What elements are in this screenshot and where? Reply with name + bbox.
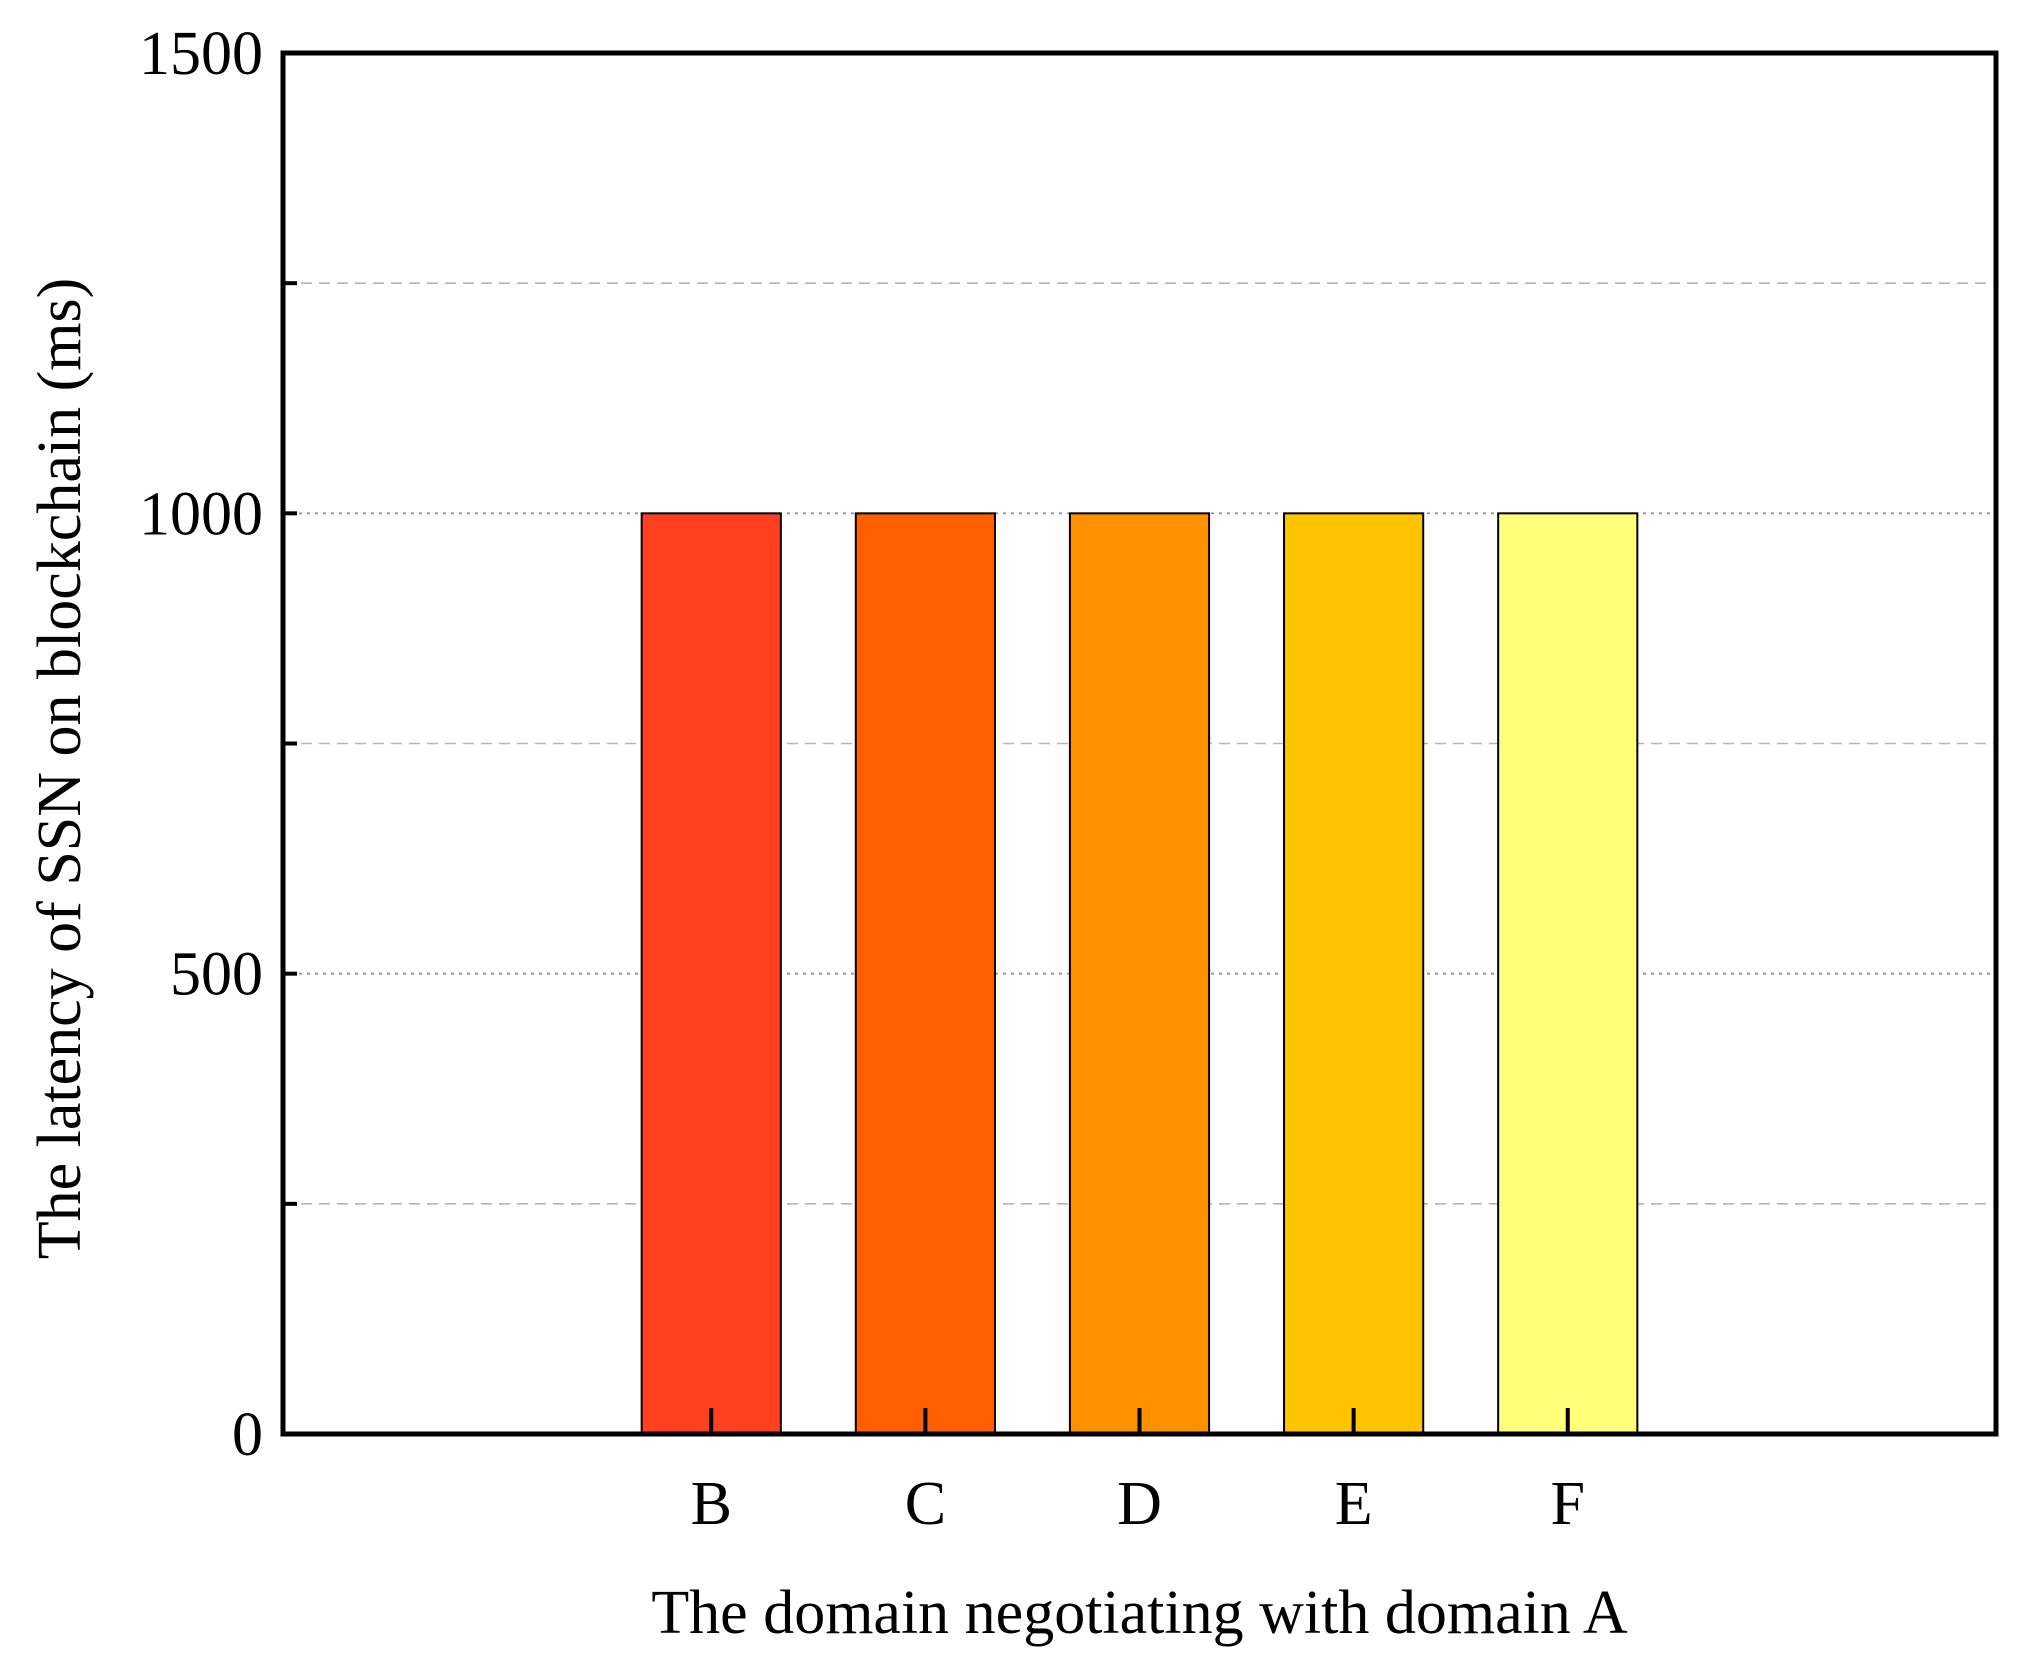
bars [640,512,1639,1435]
bar-f [1497,512,1639,1435]
x-tick-labels: B C D E F [691,1470,1585,1538]
y-tick-label: 0 [232,1401,263,1469]
ticks [283,51,1570,1436]
y-tick-labels: 0 500 1000 1500 [139,20,263,1469]
x-tick-label: D [1117,1470,1162,1538]
y-axis-title: The latency of SSN on blockchain (ms) [26,278,94,1259]
bar-b [640,512,782,1435]
y-tick-label: 1500 [139,20,263,88]
x-axis-title: The domain negotiating with domain A [651,1579,1628,1647]
bar-c [854,512,996,1435]
y-tick-label: 500 [170,941,263,1009]
x-tick-label: C [905,1470,946,1538]
x-tick-label: E [1335,1470,1373,1538]
x-tick-label: F [1551,1470,1585,1538]
x-tick-label: B [691,1470,732,1538]
bar-d [1068,512,1211,1435]
bar-e [1283,512,1425,1435]
y-tick-label: 1000 [139,480,263,548]
